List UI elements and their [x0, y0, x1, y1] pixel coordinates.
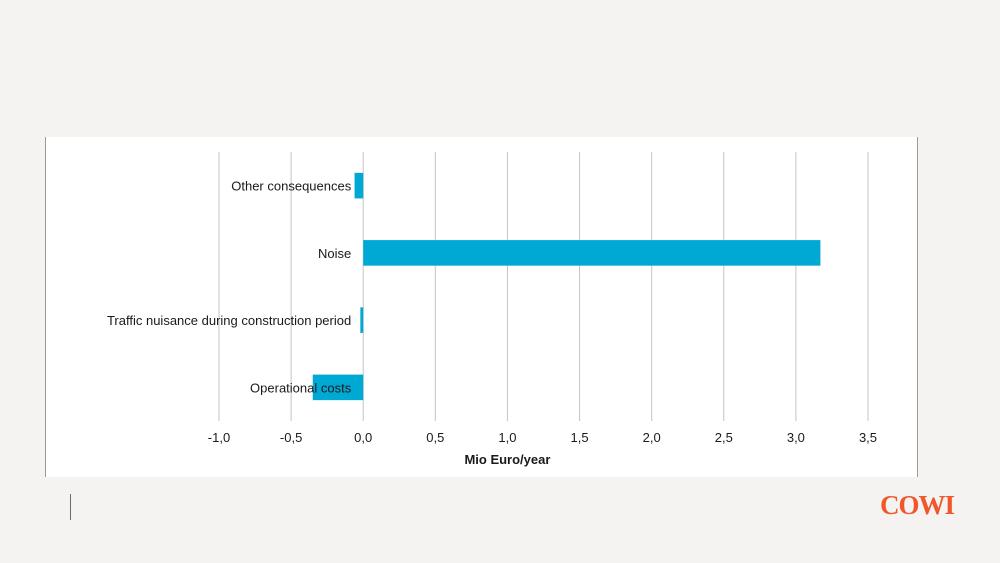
- cowi-logo: COWI: [879, 490, 955, 520]
- x-tick-label: 3,5: [859, 430, 877, 445]
- chart-panel: Other consequences Noise Traffic nuisance …: [45, 137, 918, 477]
- category-label: Operational costs: [250, 380, 352, 395]
- x-tick-label: -1,0: [208, 430, 230, 445]
- x-tick-label: 1,0: [498, 430, 516, 445]
- x-axis-title: Mio Euro/year: [464, 452, 550, 467]
- category-labels: Other consequences Noise Traffic nuisance …: [107, 179, 352, 396]
- x-tick-label: 2,5: [715, 430, 733, 445]
- bar-chart: Other consequences Noise Traffic nuisance …: [107, 152, 877, 467]
- x-tick-label: 3,0: [787, 430, 805, 445]
- x-tick-label: 0,0: [354, 430, 372, 445]
- bar-operational-costs: [312, 374, 364, 401]
- category-label: Traffic nuisance during construction per…: [107, 313, 351, 328]
- category-label: Other consequences: [231, 179, 351, 194]
- x-tick-label: 2,0: [643, 430, 661, 445]
- footer-divider: [70, 494, 71, 520]
- x-tick-label: -0,5: [280, 430, 302, 445]
- x-tick-label: 0,5: [426, 430, 444, 445]
- bar-noise: [363, 240, 821, 266]
- bar-other-consequences: [354, 172, 364, 199]
- bars: [312, 172, 821, 401]
- x-tick-label: 1,5: [571, 430, 589, 445]
- category-label: Noise: [318, 246, 351, 261]
- x-tick-labels: -1,0 -0,5 0,0 0,5 1,0 1,5 2,0 2,5 3,0 3,5: [208, 430, 877, 445]
- grid-lines: [218, 152, 869, 421]
- bar-traffic-nuisance-during-construction-period: [360, 307, 364, 333]
